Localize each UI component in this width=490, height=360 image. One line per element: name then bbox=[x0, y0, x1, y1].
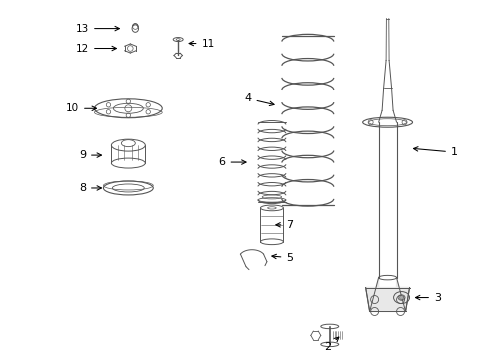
Text: 13: 13 bbox=[76, 24, 120, 33]
Text: 4: 4 bbox=[245, 93, 274, 105]
Text: 8: 8 bbox=[79, 183, 101, 193]
Text: 5: 5 bbox=[272, 253, 294, 263]
Polygon shape bbox=[366, 288, 410, 311]
Text: 9: 9 bbox=[79, 150, 101, 160]
Text: 3: 3 bbox=[416, 293, 441, 302]
Circle shape bbox=[399, 296, 404, 300]
Text: 11: 11 bbox=[189, 39, 215, 49]
Polygon shape bbox=[366, 278, 379, 311]
Polygon shape bbox=[396, 278, 410, 311]
Text: 10: 10 bbox=[66, 103, 97, 113]
Text: 2: 2 bbox=[324, 337, 339, 352]
Text: 1: 1 bbox=[414, 147, 458, 157]
Text: 12: 12 bbox=[76, 44, 117, 54]
Text: 7: 7 bbox=[276, 220, 294, 230]
Text: 6: 6 bbox=[219, 157, 246, 167]
